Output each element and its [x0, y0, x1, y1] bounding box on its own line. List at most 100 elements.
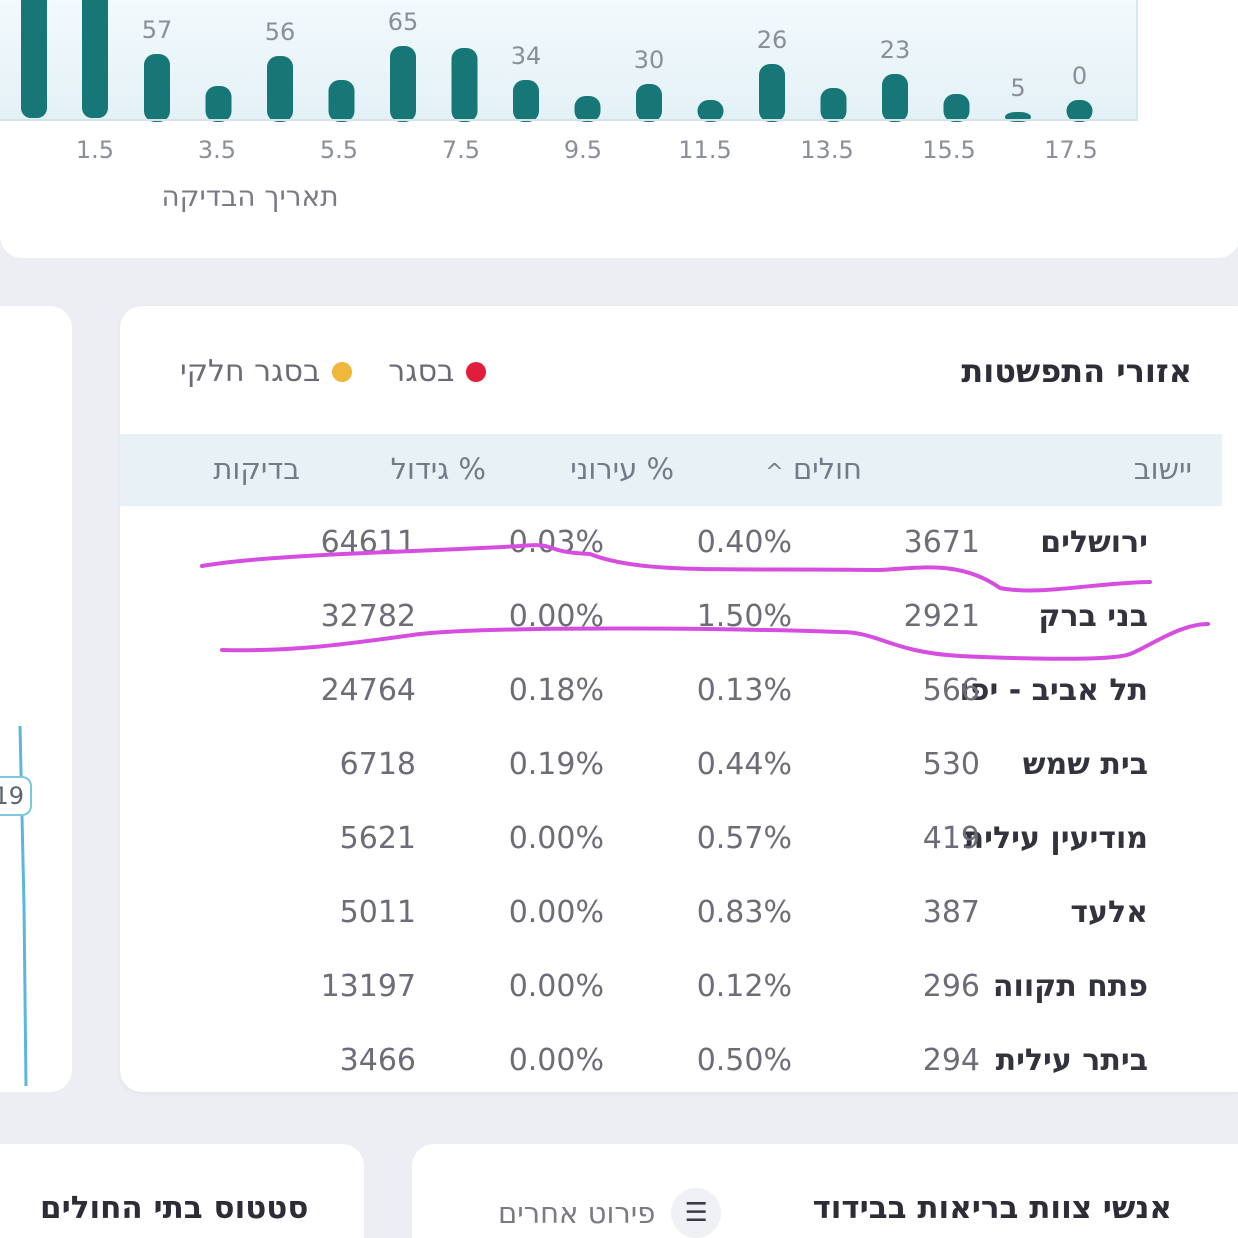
chart-bar: [328, 80, 355, 122]
bar-value-label: 56: [265, 18, 296, 46]
cell-city: בית שמש: [1022, 747, 1148, 782]
cell-tests: 24764: [320, 673, 416, 708]
bar-value-label: 26: [757, 26, 788, 54]
table-row[interactable]: אלעד 387 0.83% 0.00% 5011: [120, 879, 1238, 953]
column-header-tests[interactable]: בדיקות: [213, 452, 300, 486]
cell-urban: 0.57%: [696, 821, 792, 856]
cell-city: ביתר עילית: [995, 1043, 1148, 1078]
left-side-card: 19: [0, 306, 72, 1092]
sort-ascending-icon: ^: [765, 460, 784, 485]
chart-bar: [267, 56, 293, 122]
x-tick-label: 7.5: [442, 136, 480, 164]
cell-patients: 2921: [903, 599, 980, 634]
legend-item-lockdown: בסגר: [388, 354, 487, 389]
table-row[interactable]: פתח תקווה 296 0.12% 0.00% 13197: [120, 953, 1238, 1027]
left-card-value-badge: 19: [0, 776, 32, 816]
x-tick-label: 17.5: [1044, 136, 1097, 164]
x-tick-label: 3.5: [198, 136, 236, 164]
table-row[interactable]: ירושלים 3671 0.40% 0.03% 64611: [120, 509, 1238, 583]
staff-isolation-card: אנשי צוות בריאות בבידוד ☰ פירוט אחרים: [412, 1144, 1238, 1238]
cell-patients: 296: [922, 969, 980, 1004]
yellow-dot-icon: [332, 361, 353, 382]
cell-urban: 0.44%: [696, 747, 792, 782]
chart-x-axis-title: תאריך הבדיקה: [161, 180, 339, 213]
legend-label: בסגר חלקי: [180, 354, 321, 389]
chart-bar: [451, 48, 478, 122]
legend-label: בסגר: [388, 354, 455, 389]
cell-tests: 32782: [320, 599, 416, 634]
cell-urban: 0.50%: [696, 1043, 792, 1078]
cell-growth: 0.19%: [508, 747, 604, 782]
bar-value-label: 23: [880, 36, 911, 64]
x-tick-label: 11.5: [678, 136, 731, 164]
column-header-urban[interactable]: % עירוני: [570, 452, 674, 486]
cell-tests: 5621: [339, 821, 416, 856]
chart-bar: [21, 0, 47, 118]
chart-bar: [759, 64, 785, 122]
hospital-status-title: סטטוס בתי החולים: [40, 1190, 309, 1226]
cell-growth: 0.00%: [508, 821, 604, 856]
cell-tests: 13197: [320, 969, 416, 1004]
cell-patients: 3671: [903, 525, 980, 560]
daily-tests-chart-card: 57 56 65 34 30 26 23 5 0 1.5 3.5 5.5 7.5 9.5 11.5 13.5 1…: [0, 0, 1238, 258]
bar-value-label: 57: [142, 16, 173, 44]
table-row[interactable]: בית שמש 530 0.44% 0.19% 6718: [120, 731, 1238, 805]
cell-city: מודיעין עילית: [963, 821, 1148, 856]
cell-growth: 0.00%: [508, 599, 604, 634]
cell-growth: 0.00%: [508, 969, 604, 1004]
cell-city: ירושלים: [1040, 525, 1148, 560]
cell-patients: 566: [922, 673, 980, 708]
cell-urban: 1.50%: [696, 599, 792, 634]
cell-urban: 0.83%: [696, 895, 792, 930]
lockdown-legend: בסגר בסגר חלקי: [180, 354, 487, 389]
staff-isolation-title: אנשי צוות בריאות בבידוד: [812, 1190, 1172, 1226]
chart-bar: [820, 88, 847, 122]
bar-value-label: 65: [388, 8, 419, 36]
daily-bar-chart: 57 56 65 34 30 26 23 5 0 1.5 3.5 5.5 7.5 9.5 11.5 13.5 1…: [0, 0, 1138, 164]
other-details-button[interactable]: ☰ פירוט אחרים: [498, 1188, 722, 1238]
chart-bar: [574, 96, 601, 122]
hospital-status-card: סטטוס בתי החולים: [0, 1144, 364, 1238]
spread-areas-title: אזורי התפשטות: [961, 352, 1192, 390]
cell-patients: 530: [922, 747, 980, 782]
cell-city: תל אביב - יפו: [959, 673, 1148, 708]
cell-urban: 0.12%: [696, 969, 792, 1004]
x-tick-label: 9.5: [564, 136, 602, 164]
chart-bar: [513, 80, 539, 122]
table-row[interactable]: תל אביב - יפו 566 0.13% 0.18% 24764: [120, 657, 1238, 731]
other-details-label: פירוט אחרים: [498, 1196, 656, 1230]
legend-item-partial-lockdown: בסגר חלקי: [180, 354, 353, 389]
x-tick-label: 15.5: [922, 136, 975, 164]
table-header: יישוב חולים ^ % עירוני % גידול בדיקות: [120, 434, 1222, 506]
cell-patients: 419: [922, 821, 980, 856]
chart-bar: [697, 100, 724, 122]
bar-value-label: 30: [634, 46, 665, 74]
cell-tests: 5011: [339, 895, 416, 930]
chart-bar: [636, 84, 662, 122]
table-row[interactable]: בני ברק 2921 1.50% 0.00% 32782: [120, 583, 1238, 657]
column-header-city[interactable]: יישוב: [1133, 452, 1192, 486]
x-tick-label: 5.5: [320, 136, 358, 164]
bar-value-label: 34: [511, 42, 542, 70]
cell-city: פתח תקווה: [992, 969, 1148, 1004]
column-header-growth[interactable]: % גידול: [390, 452, 486, 486]
menu-list-icon: ☰: [671, 1188, 722, 1238]
chart-bar: [390, 46, 416, 122]
table-row[interactable]: מודיעין עילית 419 0.57% 0.00% 5621: [120, 805, 1238, 879]
bar-value-label: 0: [1072, 62, 1087, 90]
cell-tests: 6718: [339, 747, 416, 782]
table-row[interactable]: ביתר עילית 294 0.50% 0.00% 3466: [120, 1027, 1238, 1101]
cell-urban: 0.13%: [696, 673, 792, 708]
x-tick-label: 13.5: [800, 136, 853, 164]
cell-growth: 0.00%: [508, 895, 604, 930]
spread-areas-card: אזורי התפשטות בסגר בסגר חלקי יישוב חולים…: [120, 306, 1238, 1092]
cell-city: בני ברק: [1038, 599, 1148, 634]
chart-bar: [82, 0, 108, 118]
cell-patients: 387: [922, 895, 980, 930]
cell-growth: 0.00%: [508, 1043, 604, 1078]
column-header-patients-label: חולים: [792, 452, 862, 486]
cell-city: אלעד: [1070, 895, 1148, 930]
red-dot-icon: [466, 361, 487, 382]
column-header-patients[interactable]: חולים ^: [765, 452, 862, 486]
chart-bar: [943, 94, 970, 122]
